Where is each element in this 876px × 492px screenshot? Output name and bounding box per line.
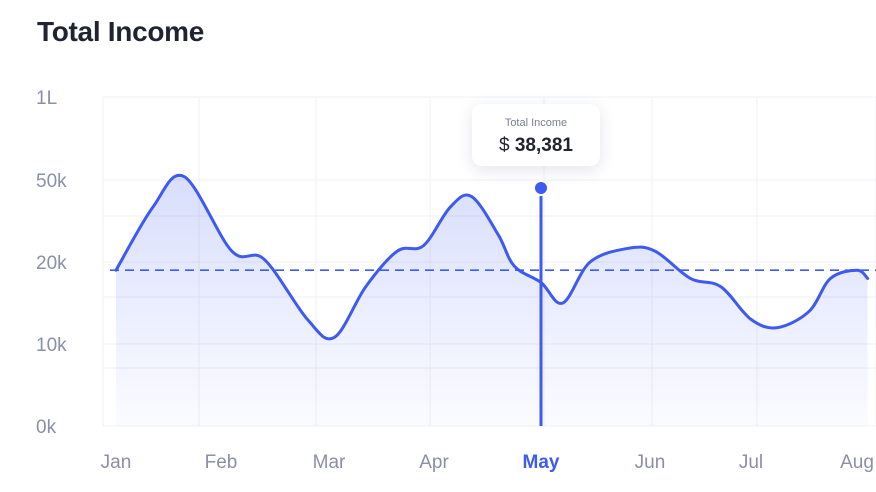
x-tick-label: Aug — [840, 452, 874, 473]
x-tick-label: Mar — [313, 452, 346, 473]
tooltip-value: 38,381 — [514, 135, 573, 156]
tooltip-label: Total Income — [504, 117, 568, 129]
income-area — [116, 175, 868, 426]
x-axis: Jan Feb Mar Apr May Jun Jul Aug — [101, 452, 874, 473]
x-tick-label: Apr — [419, 452, 449, 473]
x-tick-label: May — [523, 452, 560, 473]
x-tick-label: Jul — [739, 452, 763, 473]
tooltip-value-row: $ 38,381 — [472, 135, 600, 157]
tooltip-currency: $ — [499, 135, 510, 156]
y-tick-label: 20k — [36, 253, 67, 274]
y-tick-label: 0k — [36, 417, 57, 438]
y-axis: 1L 50k 20k 10k 0k — [36, 88, 67, 438]
y-tick-label: 10k — [36, 335, 67, 356]
x-tick-label: Jun — [635, 452, 666, 473]
x-tick-label: Feb — [205, 452, 238, 473]
income-tooltip: Total Income $ 38,381 — [472, 104, 600, 166]
highlight-point — [533, 180, 549, 196]
y-tick-label: 1L — [36, 88, 57, 109]
x-tick-label: Jan — [101, 452, 132, 473]
chart-title: Total Income — [37, 16, 205, 47]
y-tick-label: 50k — [36, 171, 67, 192]
series-layer — [110, 173, 876, 426]
income-line — [114, 173, 870, 341]
